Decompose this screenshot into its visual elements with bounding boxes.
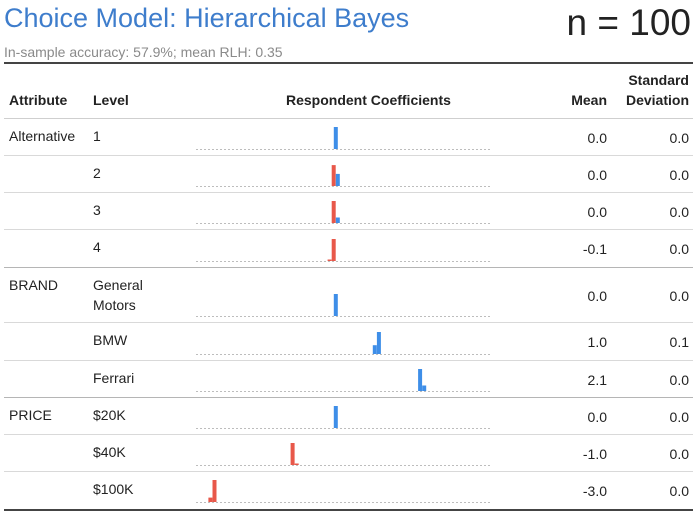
sample-size-label: n = 100 [566, 2, 691, 43]
histogram-bar [418, 369, 423, 391]
header-coefficients: Respondent Coefficients [286, 92, 451, 108]
sd-value: 0.1 [669, 334, 689, 350]
coefficient-histogram [196, 165, 492, 187]
mean-value: 0.0 [587, 408, 607, 425]
row-separator [4, 397, 693, 398]
histogram-bar [294, 463, 299, 465]
level-label: $100K [93, 481, 134, 497]
mean-value: 2.1 [587, 371, 607, 388]
sd-value: 0.0 [669, 241, 689, 257]
coefficient-histogram [196, 127, 492, 150]
header-sd: Standard Deviation [626, 70, 689, 110]
mean-value: 1.0 [587, 334, 607, 350]
level-label: $20K [93, 407, 126, 423]
sd-value: 0.0 [669, 287, 689, 304]
histogram-bar [333, 127, 338, 149]
table-row: Alternative 1 0.0 0.0 [4, 119, 693, 156]
mean-value: 0.0 [587, 203, 607, 220]
header-level: Level [93, 92, 129, 108]
level-label: BMW [93, 332, 128, 348]
coefficient-histogram [196, 201, 492, 224]
level-label: $40K [93, 444, 126, 460]
subtitle: In-sample accuracy: 57.9%; mean RLH: 0.3… [4, 44, 283, 60]
sd-value: 0.0 [669, 371, 689, 388]
table-row: PRICE $20K 0.0 0.0 [4, 398, 693, 435]
level-label: 2 [93, 165, 101, 181]
histogram-bar [212, 480, 217, 502]
mean-value: -1.0 [582, 445, 607, 462]
sd-value: 0.0 [669, 166, 689, 183]
histogram-bar [331, 165, 336, 186]
coefficient-histogram [196, 443, 492, 466]
histogram-bar [422, 385, 427, 391]
sd-value: 0.0 [669, 203, 689, 220]
histogram-bar [376, 332, 381, 354]
row-separator [4, 229, 693, 230]
mean-value: 0.0 [587, 166, 607, 183]
mean-value: -3.0 [582, 482, 607, 499]
level-label: 4 [93, 239, 101, 255]
row-separator [4, 267, 693, 268]
row-separator [4, 155, 693, 156]
coefficient-histogram [196, 239, 492, 262]
mean-value: 0.0 [587, 129, 607, 146]
table-row: Ferrari 2.1 0.0 [4, 361, 693, 398]
row-separator [4, 360, 693, 361]
coefficient-histogram [196, 480, 492, 503]
level-label: 3 [93, 202, 101, 218]
row-separator [4, 192, 693, 193]
attribute-label: PRICE [9, 407, 52, 423]
histogram-bar [335, 217, 340, 223]
header-sd-line1: Standard [628, 72, 689, 88]
attribute-label: BRAND [9, 277, 59, 293]
table-row: BRAND General Motors 0.0 0.0 [4, 268, 693, 323]
table-row: 3 0.0 0.0 [4, 193, 693, 230]
histogram-bar [290, 443, 295, 465]
attribute-label: Alternative [9, 128, 76, 144]
table-row: 4 -0.1 0.0 [4, 230, 693, 268]
coefficient-histogram [196, 332, 492, 355]
level-label: 1 [93, 128, 101, 144]
row-separator [4, 434, 693, 435]
histogram-bar [372, 345, 377, 354]
header-sd-line2: Deviation [625, 92, 689, 108]
table-row: BMW 1.0 0.1 [4, 323, 693, 361]
table-row: $100K -3.0 0.0 [4, 472, 693, 509]
table-row: 2 0.0 0.0 [4, 156, 693, 193]
coefficient-histogram [196, 406, 492, 429]
histogram-bar [335, 173, 340, 186]
coefficient-histogram [196, 294, 492, 317]
mean-value: 0.0 [587, 287, 607, 304]
row-separator [4, 322, 693, 323]
table-bottom-rule [4, 509, 693, 511]
sd-value: 0.0 [669, 445, 689, 462]
sd-value: 0.0 [669, 482, 689, 499]
histogram-bar [333, 294, 338, 316]
histogram-bar [333, 406, 338, 428]
table-top-rule [4, 62, 693, 64]
sd-value: 0.0 [669, 129, 689, 146]
coefficient-histogram [196, 369, 492, 392]
row-separator [4, 471, 693, 472]
histogram-bar [327, 259, 332, 261]
page-title: Choice Model: Hierarchical Bayes [4, 3, 410, 33]
header-mean: Mean [571, 92, 607, 108]
histogram-bar [331, 239, 336, 261]
header-separator [4, 118, 693, 119]
histogram-bar [208, 497, 213, 502]
header-attribute: Attribute [9, 92, 68, 108]
histogram-bar [331, 201, 336, 223]
level-label: General Motors [93, 277, 143, 313]
table-row: $40K -1.0 0.0 [4, 435, 693, 472]
mean-value: -0.1 [582, 241, 607, 257]
sd-value: 0.0 [669, 408, 689, 425]
level-label: Ferrari [93, 370, 135, 386]
